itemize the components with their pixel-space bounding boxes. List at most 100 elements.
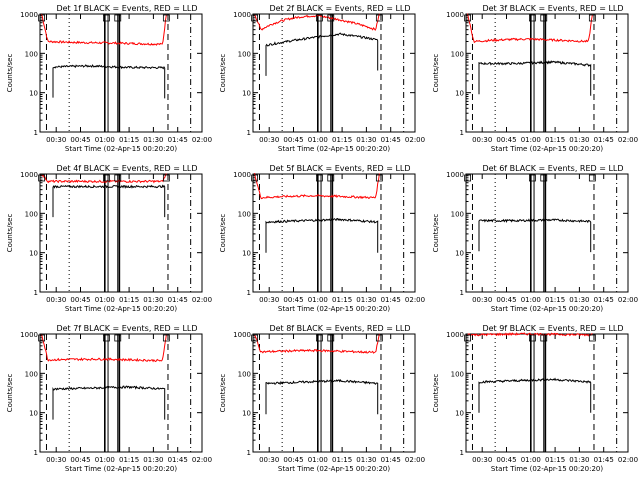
y-tick-label: 100	[25, 210, 38, 218]
event-rate-line	[265, 32, 379, 76]
flag-box	[38, 334, 46, 342]
x-axis-label: Start Time (02-Apr-15 00:20:20)	[491, 145, 603, 153]
panel-title: Det 5f BLACK = Events, RED = LLD	[269, 164, 410, 173]
panel-title: Det 8f BLACK = Events, RED = LLD	[269, 324, 410, 333]
y-tick-label: 100	[451, 210, 464, 218]
plot-frame	[465, 333, 629, 453]
lld-rate-line	[41, 334, 167, 363]
event-rate-line	[265, 217, 379, 253]
panel-title: Det 3f BLACK = Events, RED = LLD	[482, 4, 623, 13]
x-tick-label: 00:30	[46, 136, 66, 144]
y-tick-label: 10	[455, 250, 464, 258]
flag-box	[103, 334, 110, 342]
x-tick-label: 00:30	[472, 136, 492, 144]
x-axis-label: Start Time (02-Apr-15 00:20:20)	[65, 145, 177, 153]
x-tick-label: 00:45	[496, 456, 516, 464]
y-axis-label: Counts/sec	[6, 54, 14, 93]
x-tick-label: 02:00	[192, 456, 212, 464]
flag-box	[464, 174, 472, 182]
x-tick-label: 01:45	[381, 296, 401, 304]
x-tick-label: 02:00	[192, 136, 212, 144]
event-rate-line	[52, 385, 166, 420]
lld-rate-line	[467, 13, 593, 44]
x-tick-label: 01:45	[381, 136, 401, 144]
detector-panel-3: Det 3f BLACK = Events, RED = LLD 1 10 100 10…	[432, 4, 638, 153]
flag-box	[38, 174, 46, 182]
x-tick-label: 01:15	[545, 456, 565, 464]
x-tick-label: 01:45	[168, 296, 188, 304]
y-tick-label: 1000	[233, 331, 251, 339]
x-tick-label: 01:45	[168, 136, 188, 144]
y-tick-label: 1000	[446, 331, 464, 339]
flag-box	[114, 334, 122, 342]
panel-title: Det 9f BLACK = Events, RED = LLD	[482, 324, 623, 333]
x-tick-label: 01:30	[356, 296, 376, 304]
x-tick-label: 02:00	[192, 296, 212, 304]
y-tick-label: 100	[238, 50, 251, 58]
detector-panel-1: Det 1f BLACK = Events, RED = LLD 1 10 100 10…	[6, 4, 212, 153]
x-tick-label: 01:15	[545, 136, 565, 144]
x-tick-label: 00:45	[496, 296, 516, 304]
x-tick-label: 01:45	[594, 456, 614, 464]
event-rate-line	[52, 184, 166, 218]
flag-box	[588, 334, 596, 342]
detector-panel-2: Det 2f BLACK = Events, RED = LLD 1 10 100 10…	[219, 4, 425, 153]
y-axis-label: Counts/sec	[432, 374, 440, 413]
y-tick-label: 1	[34, 289, 38, 297]
x-tick-label: 00:45	[70, 296, 90, 304]
x-tick-label: 01:30	[356, 136, 376, 144]
x-tick-label: 01:30	[569, 456, 589, 464]
event-rate-line	[478, 60, 592, 96]
event-rate-line	[478, 218, 592, 253]
plot-frame	[252, 173, 416, 293]
y-tick-label: 1	[460, 129, 464, 137]
x-tick-label: 01:15	[119, 296, 139, 304]
lld-rate-line	[467, 332, 593, 337]
x-tick-label: 00:45	[496, 136, 516, 144]
detector-panel-9: Det 9f BLACK = Events, RED = LLD 1 10 100 10…	[432, 324, 638, 473]
x-tick-label: 02:00	[618, 136, 638, 144]
event-rate-line	[52, 64, 166, 99]
x-axis-label: Start Time (02-Apr-15 00:20:20)	[278, 465, 390, 473]
y-axis-label: Counts/sec	[432, 214, 440, 253]
x-tick-label: 01:30	[143, 456, 163, 464]
y-tick-label: 1	[460, 449, 464, 457]
flag-box	[529, 334, 536, 342]
flag-box	[464, 334, 472, 342]
x-tick-label: 01:00	[95, 296, 115, 304]
x-tick-label: 01:30	[569, 296, 589, 304]
x-tick-label: 00:30	[259, 296, 279, 304]
y-tick-label: 10	[242, 90, 251, 98]
flag-box	[529, 174, 536, 182]
x-tick-label: 01:00	[521, 456, 541, 464]
x-tick-label: 02:00	[405, 456, 425, 464]
event-rate-line	[265, 378, 379, 415]
flag-box	[114, 174, 122, 182]
x-tick-label: 00:30	[46, 296, 66, 304]
detector-panel-7: Det 7f BLACK = Events, RED = LLD 1 10 100 10…	[6, 324, 212, 473]
x-tick-label: 00:45	[70, 456, 90, 464]
plot-frame	[465, 173, 629, 293]
x-tick-label: 00:45	[70, 136, 90, 144]
detector-panel-6: Det 6f BLACK = Events, RED = LLD 1 10 100 10…	[432, 164, 638, 313]
flag-box	[114, 14, 122, 22]
flag-box	[103, 174, 110, 182]
flag-box	[540, 14, 548, 22]
x-tick-label: 01:45	[594, 136, 614, 144]
flag-box	[316, 334, 323, 342]
panel-title: Det 2f BLACK = Events, RED = LLD	[269, 4, 410, 13]
y-tick-label: 10	[29, 250, 38, 258]
y-tick-label: 100	[25, 50, 38, 58]
y-tick-label: 1	[247, 289, 251, 297]
y-axis-label: Counts/sec	[219, 374, 227, 413]
x-tick-label: 01:15	[119, 456, 139, 464]
flag-box	[327, 14, 335, 22]
y-tick-label: 10	[455, 90, 464, 98]
x-tick-label: 02:00	[618, 456, 638, 464]
y-tick-label: 1000	[233, 171, 251, 179]
flag-box	[588, 14, 596, 22]
plot-frame	[465, 13, 629, 133]
flag-box	[162, 14, 170, 22]
x-tick-label: 01:45	[594, 296, 614, 304]
x-tick-label: 01:00	[308, 456, 328, 464]
